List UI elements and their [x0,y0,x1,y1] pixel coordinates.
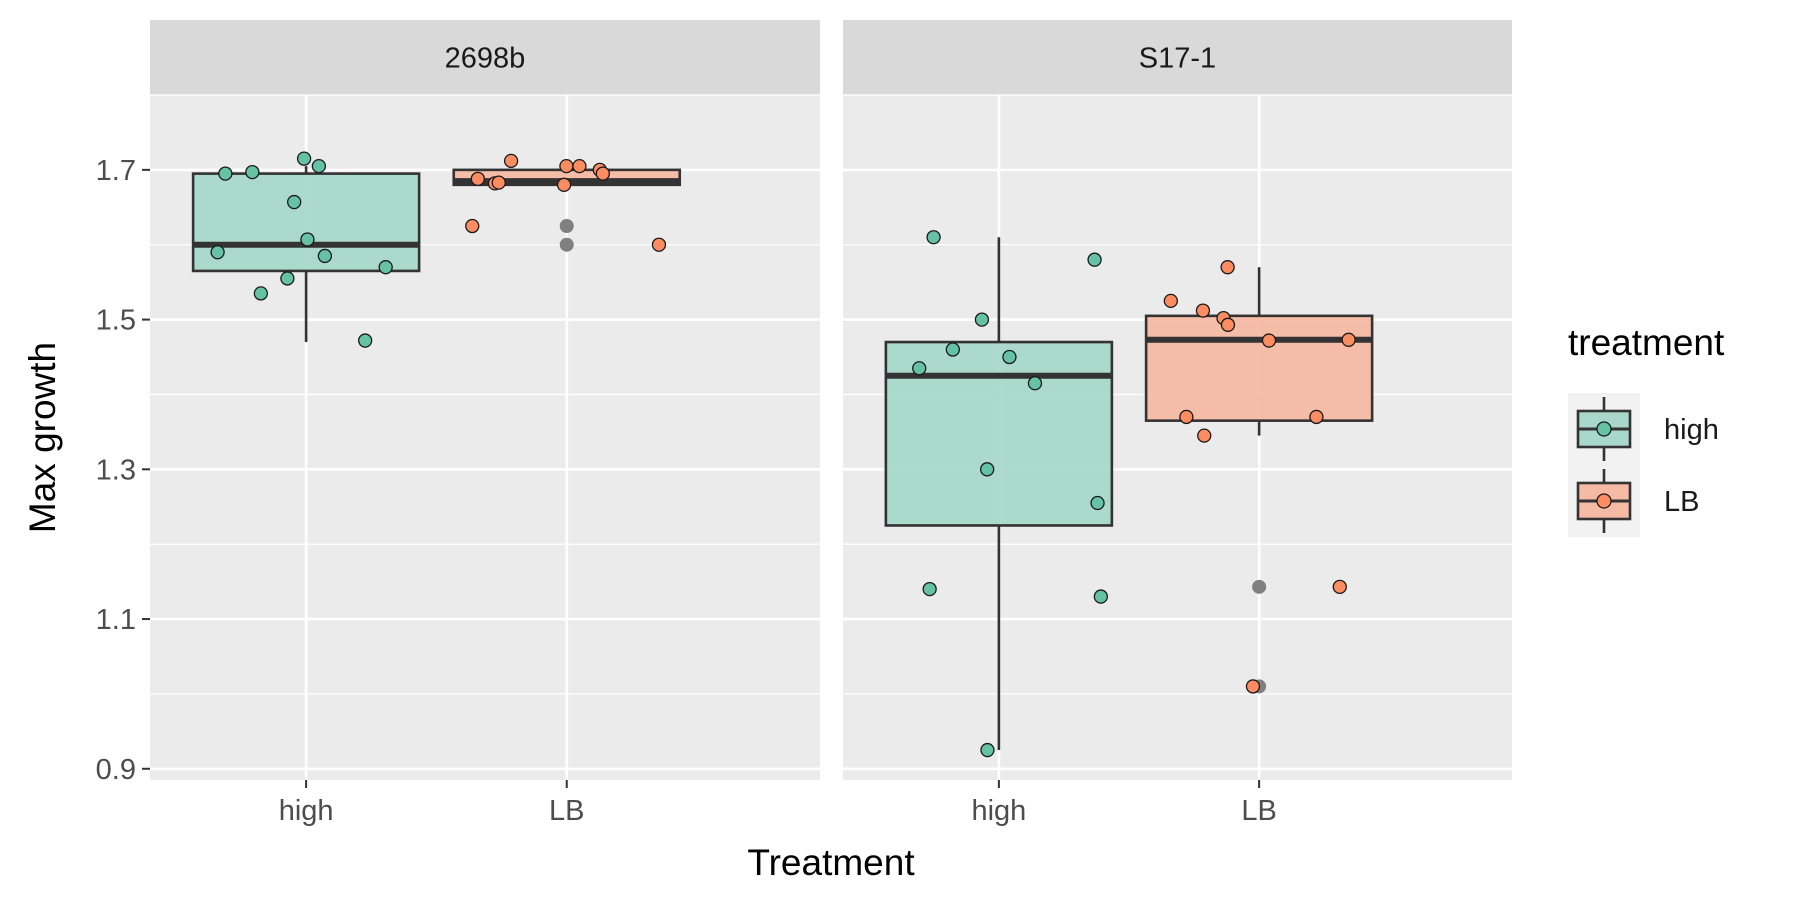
data-point [926,230,941,245]
box [191,172,421,273]
data-point [922,581,937,597]
y-tick-label: 1.3 [96,454,136,486]
data-point [1245,679,1261,694]
box [1144,314,1374,422]
data-point [980,462,995,477]
legend-title: treatment [1568,322,1725,363]
outlier-point [1252,579,1267,594]
data-point [300,232,315,247]
data-point [245,164,260,180]
data-point [1002,349,1017,365]
data-point [280,271,295,286]
data-point [470,171,485,186]
data-point [491,175,506,190]
data-point [465,218,480,234]
data-point [218,166,233,181]
facet-label: S17-1 [1139,43,1216,75]
facet-strip [150,20,820,95]
y-tick-label: 1.7 [96,155,136,187]
x-tick-label: high [971,795,1026,827]
data-point [945,342,961,357]
data-point [572,158,587,174]
data-point [296,151,312,166]
data-point [1220,317,1236,332]
x-tick-label: LB [1241,795,1276,827]
x-tick-label: high [279,795,334,827]
data-point [1163,293,1178,309]
data-point [974,312,990,327]
data-point [651,237,667,252]
y-tick-label: 1.5 [96,305,136,337]
data-point [1179,409,1194,425]
y-tick-label: 0.9 [96,754,136,786]
facet-strip [843,20,1512,95]
legend-entry-label: high [1664,414,1719,446]
data-point [1093,589,1109,604]
data-point [1195,303,1211,318]
data-point [556,177,572,192]
facet-label: 2698b [445,43,526,75]
data-point [311,158,327,174]
data-point [1341,332,1356,347]
data-point [1261,333,1277,348]
data-point [253,286,268,301]
x-tick-label: LB [549,795,584,827]
y-axis-title: Max growth [22,342,63,533]
data-point [1027,376,1043,391]
legend-entry-label: LB [1664,486,1699,518]
data-point [210,245,225,260]
data-point [317,248,333,264]
outlier-point [559,237,574,252]
data-point [287,194,302,210]
legend-key-point [1596,493,1612,509]
data-point [1309,409,1324,425]
data-point [1197,428,1212,443]
data-point [1090,495,1105,511]
data-point [1220,260,1235,275]
y-tick-label: 1.1 [96,604,136,636]
data-point [1332,579,1347,595]
data-point [358,333,373,348]
data-point [980,742,995,758]
data-point [559,158,574,174]
data-point [595,166,611,181]
data-point [1087,252,1102,267]
data-point [912,361,927,376]
legend-key-point [1596,421,1612,437]
x-axis-title: Treatment [747,842,915,883]
data-point [503,153,519,169]
data-point [378,260,393,275]
outlier-point [559,219,574,234]
